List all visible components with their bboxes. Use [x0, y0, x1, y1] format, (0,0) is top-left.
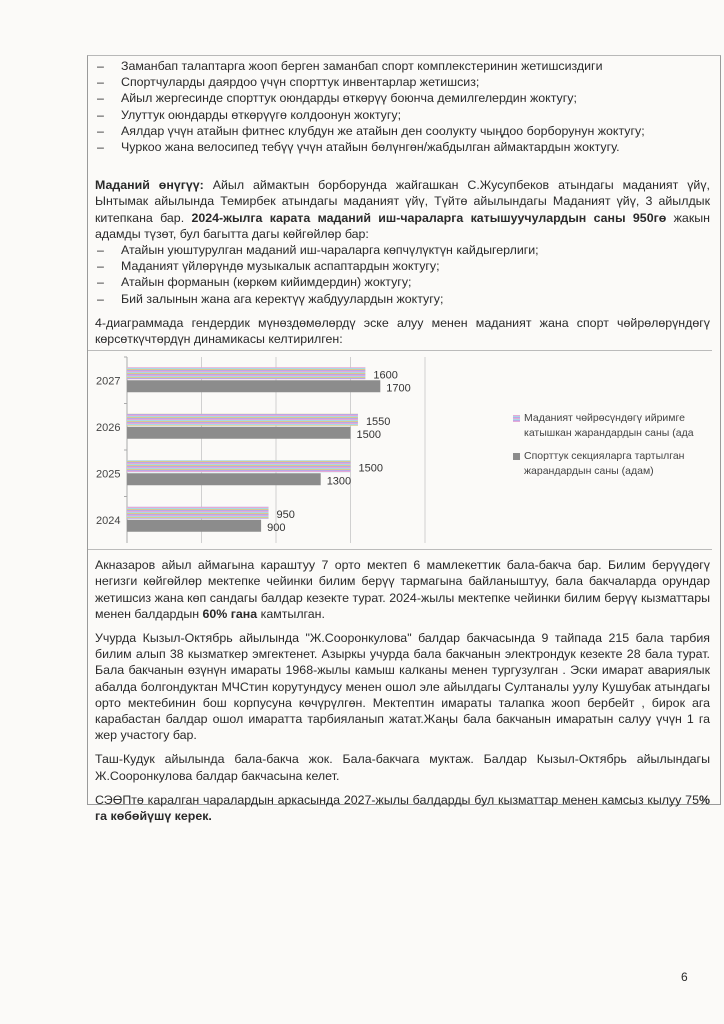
page-frame — [87, 55, 721, 805]
data-label: 1500 — [357, 429, 381, 441]
text: камтылган. — [257, 606, 325, 621]
list-item: Атайын уюштурулган маданий иш-чараларга … — [95, 242, 710, 258]
bold-text: % га көбөйүшү керек. — [95, 792, 710, 824]
bar — [127, 460, 351, 473]
legend-item: Спорттук секцияларга тартылган жарандард… — [513, 449, 712, 479]
bold-text: 60% гана — [202, 606, 258, 621]
text: СЭӨПтө каралган чаралардын аркасында 202… — [95, 792, 699, 807]
chart-intro: 4-диаграммада гендердик мүнөздөмөлөрдү э… — [95, 315, 710, 347]
data-label: 1700 — [386, 383, 410, 395]
bar — [127, 427, 351, 439]
bar — [127, 473, 321, 486]
data-label: 950 — [277, 509, 295, 521]
list-item: Бий залынын жана ага керектүү жабдуулард… — [95, 291, 710, 307]
paragraph-tash-kuduk: Таш-Кудук айылында бала-бакча жок. Бала-… — [95, 752, 710, 783]
bold-text: 2024-жылга карата маданий иш-чараларга к… — [191, 210, 667, 225]
bar — [127, 367, 366, 380]
list-item: Маданият үйлөрүндө музыкалык аспаптардын… — [95, 258, 710, 274]
category-label: 2026 — [96, 422, 120, 434]
text: Айыл аймактын борборунда жайгашкан С.Жус… — [95, 178, 710, 225]
page-number: 6 — [681, 970, 688, 984]
list-item: Заманбап талаптарга жооп берген заманбап… — [95, 58, 710, 74]
legend-label: Маданият чөйрөсүндөгү ийримге катышкан ж… — [524, 412, 694, 440]
list-item: Спортчуларды даярдоо үчүн спорттук инвен… — [95, 74, 710, 90]
chart-legend: Маданият чөйрөсүндөгү ийримге катышкан ж… — [513, 411, 712, 487]
list-item: Чуркоо жана велосипед тебүү үчүн атайын … — [95, 139, 710, 155]
paragraph-target: СЭӨПтө каралган чаралардын аркасында 202… — [95, 792, 710, 824]
paragraph-education: Акназаров айыл аймагына караштуу 7 орто … — [95, 557, 710, 622]
data-label: 1500 — [359, 463, 383, 475]
legend-label: Спорттук секцияларга тартылган жарандард… — [524, 450, 685, 478]
legend-swatch — [513, 415, 520, 423]
bar — [127, 380, 381, 393]
legend-item: Маданият чөйрөсүндөгү ийримге катышкан ж… — [513, 411, 712, 441]
list-item: Айыл жергесинде спорттук оюндарды өткөрү… — [95, 90, 710, 106]
category-label: 2024 — [96, 515, 120, 527]
list-item: Атайын форманын (көркөм кийимдердин) жок… — [95, 274, 710, 290]
culture-heading: Маданий өнүгүү: — [95, 178, 204, 193]
bar — [127, 507, 269, 519]
legend-swatch — [513, 453, 520, 461]
bar — [127, 520, 262, 532]
culture-problems-list: Атайын уюштурулган маданий иш-чараларга … — [95, 242, 710, 307]
text: Акназаров айыл аймагына караштуу 7 орто … — [95, 558, 710, 621]
data-label: 1600 — [373, 370, 397, 382]
document-body: Заманбап талаптарга жооп берген заманбап… — [88, 58, 712, 824]
list-item: Аялдар үчүн атайын фитнес клубдун же ата… — [95, 123, 710, 139]
sport-problems-list: Заманбап талаптарга жооп берген заманбап… — [95, 58, 710, 155]
paragraph-kindergarten: Учурда Кызыл-Октябрь айылында "Ж.Сооронк… — [95, 631, 710, 743]
data-label: 1300 — [327, 476, 351, 488]
culture-paragraph: Маданий өнүгүү: Айыл аймактын борборунда… — [95, 177, 710, 242]
category-label: 2027 — [96, 376, 120, 388]
text: жакын адамды түзөт, бул багытта дагы көй… — [95, 210, 710, 241]
bar-chart: 2027 1600 1700 2026 1550 1500 2025 1500 1300 2024… — [88, 350, 712, 551]
category-label: 2025 — [96, 469, 120, 481]
bar — [127, 414, 358, 426]
list-item: Улуттук оюндарды өткөрүүгө колдоонун жок… — [95, 107, 710, 123]
data-label: 1550 — [366, 416, 390, 428]
data-label: 900 — [267, 522, 285, 534]
